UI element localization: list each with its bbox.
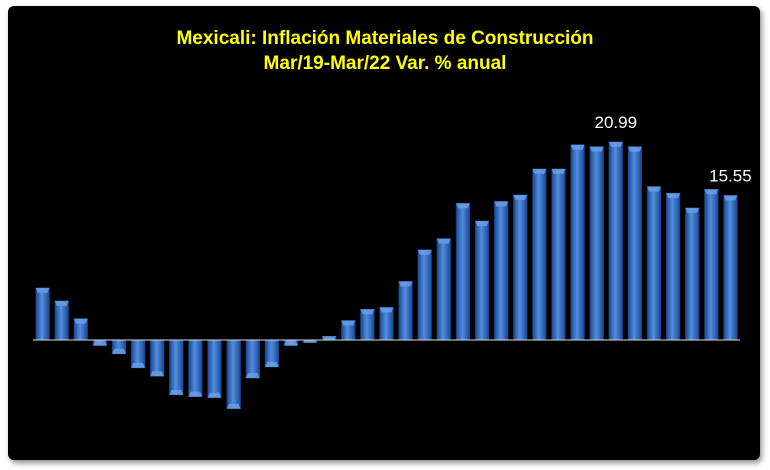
- data-label-1: 15.55: [709, 166, 752, 185]
- bar-cap-8: [188, 391, 203, 397]
- bar-9: [207, 339, 222, 398]
- bar-cap-30: [608, 141, 623, 147]
- bar-cap-14: [303, 340, 317, 343]
- data-label-0: 20.99: [595, 113, 638, 132]
- bar-cap-24: [494, 201, 508, 207]
- bar-cap-2: [73, 318, 88, 324]
- bar-10: [226, 339, 241, 410]
- bar-28: [570, 144, 585, 341]
- bar-25: [513, 194, 528, 341]
- bar-29: [589, 146, 604, 341]
- bar-1: [54, 300, 69, 341]
- bar-33: [665, 192, 681, 341]
- bar-36: [723, 195, 738, 341]
- bar-cap-16: [341, 320, 356, 326]
- bar-cap-25: [513, 194, 528, 200]
- bar-8: [188, 339, 203, 397]
- bar-11: [245, 339, 260, 379]
- bar-cap-19: [398, 281, 413, 287]
- bar-0: [35, 287, 50, 341]
- bar-cap-29: [589, 146, 604, 152]
- bar-cap-10: [226, 403, 241, 409]
- bar-cap-20: [417, 249, 432, 255]
- bar-cap-12: [265, 362, 279, 367]
- bar-cap-9: [207, 392, 222, 398]
- bar-6: [150, 339, 165, 377]
- bar-cap-22: [456, 203, 470, 209]
- bar-cap-28: [570, 144, 585, 150]
- chart-title: Mexicali: Inflación Materiales de Constr…: [176, 28, 594, 49]
- bar-31: [627, 146, 643, 341]
- bar-7: [169, 339, 184, 396]
- bar-cap-34: [685, 207, 700, 213]
- bar-24: [494, 201, 509, 341]
- bar-cap-26: [532, 168, 547, 174]
- data-labels-group: 20.99 15.55: [595, 113, 752, 185]
- bar-cap-31: [628, 146, 642, 152]
- bar-cap-17: [360, 309, 375, 315]
- bar-20: [417, 249, 432, 341]
- bar-cap-18: [379, 307, 394, 313]
- bar-cap-33: [666, 193, 680, 199]
- bar-cap-35: [704, 189, 719, 195]
- bar-27: [551, 168, 566, 341]
- bar-cap-11: [245, 373, 260, 379]
- bar-26: [532, 168, 547, 341]
- bar-cap-7: [169, 389, 184, 395]
- bar-cap-6: [150, 371, 165, 377]
- bar-cap-0: [35, 287, 50, 293]
- bar-23: [474, 220, 490, 341]
- bar-cap-32: [647, 186, 661, 192]
- bar-cap-23: [475, 221, 489, 226]
- bar-34: [685, 207, 700, 341]
- bar-cap-1: [54, 300, 69, 306]
- bar-22: [455, 203, 471, 341]
- bar-30: [608, 141, 623, 341]
- bars-group: [35, 141, 738, 410]
- bar-cap-27: [551, 168, 566, 174]
- chart-subtitle: Mar/19-Mar/22 Var. % anual: [263, 53, 507, 74]
- bar-19: [398, 281, 413, 341]
- bar-cap-4: [112, 348, 126, 354]
- bar-cap-13: [284, 340, 298, 346]
- bar-cap-21: [436, 238, 451, 244]
- bar-cap-5: [131, 362, 145, 368]
- bar-32: [646, 186, 662, 341]
- bar-35: [704, 189, 719, 341]
- bar-21: [436, 238, 451, 341]
- bar-cap-3: [93, 340, 107, 346]
- bar-cap-15: [322, 336, 337, 340]
- bar-cap-36: [723, 195, 738, 201]
